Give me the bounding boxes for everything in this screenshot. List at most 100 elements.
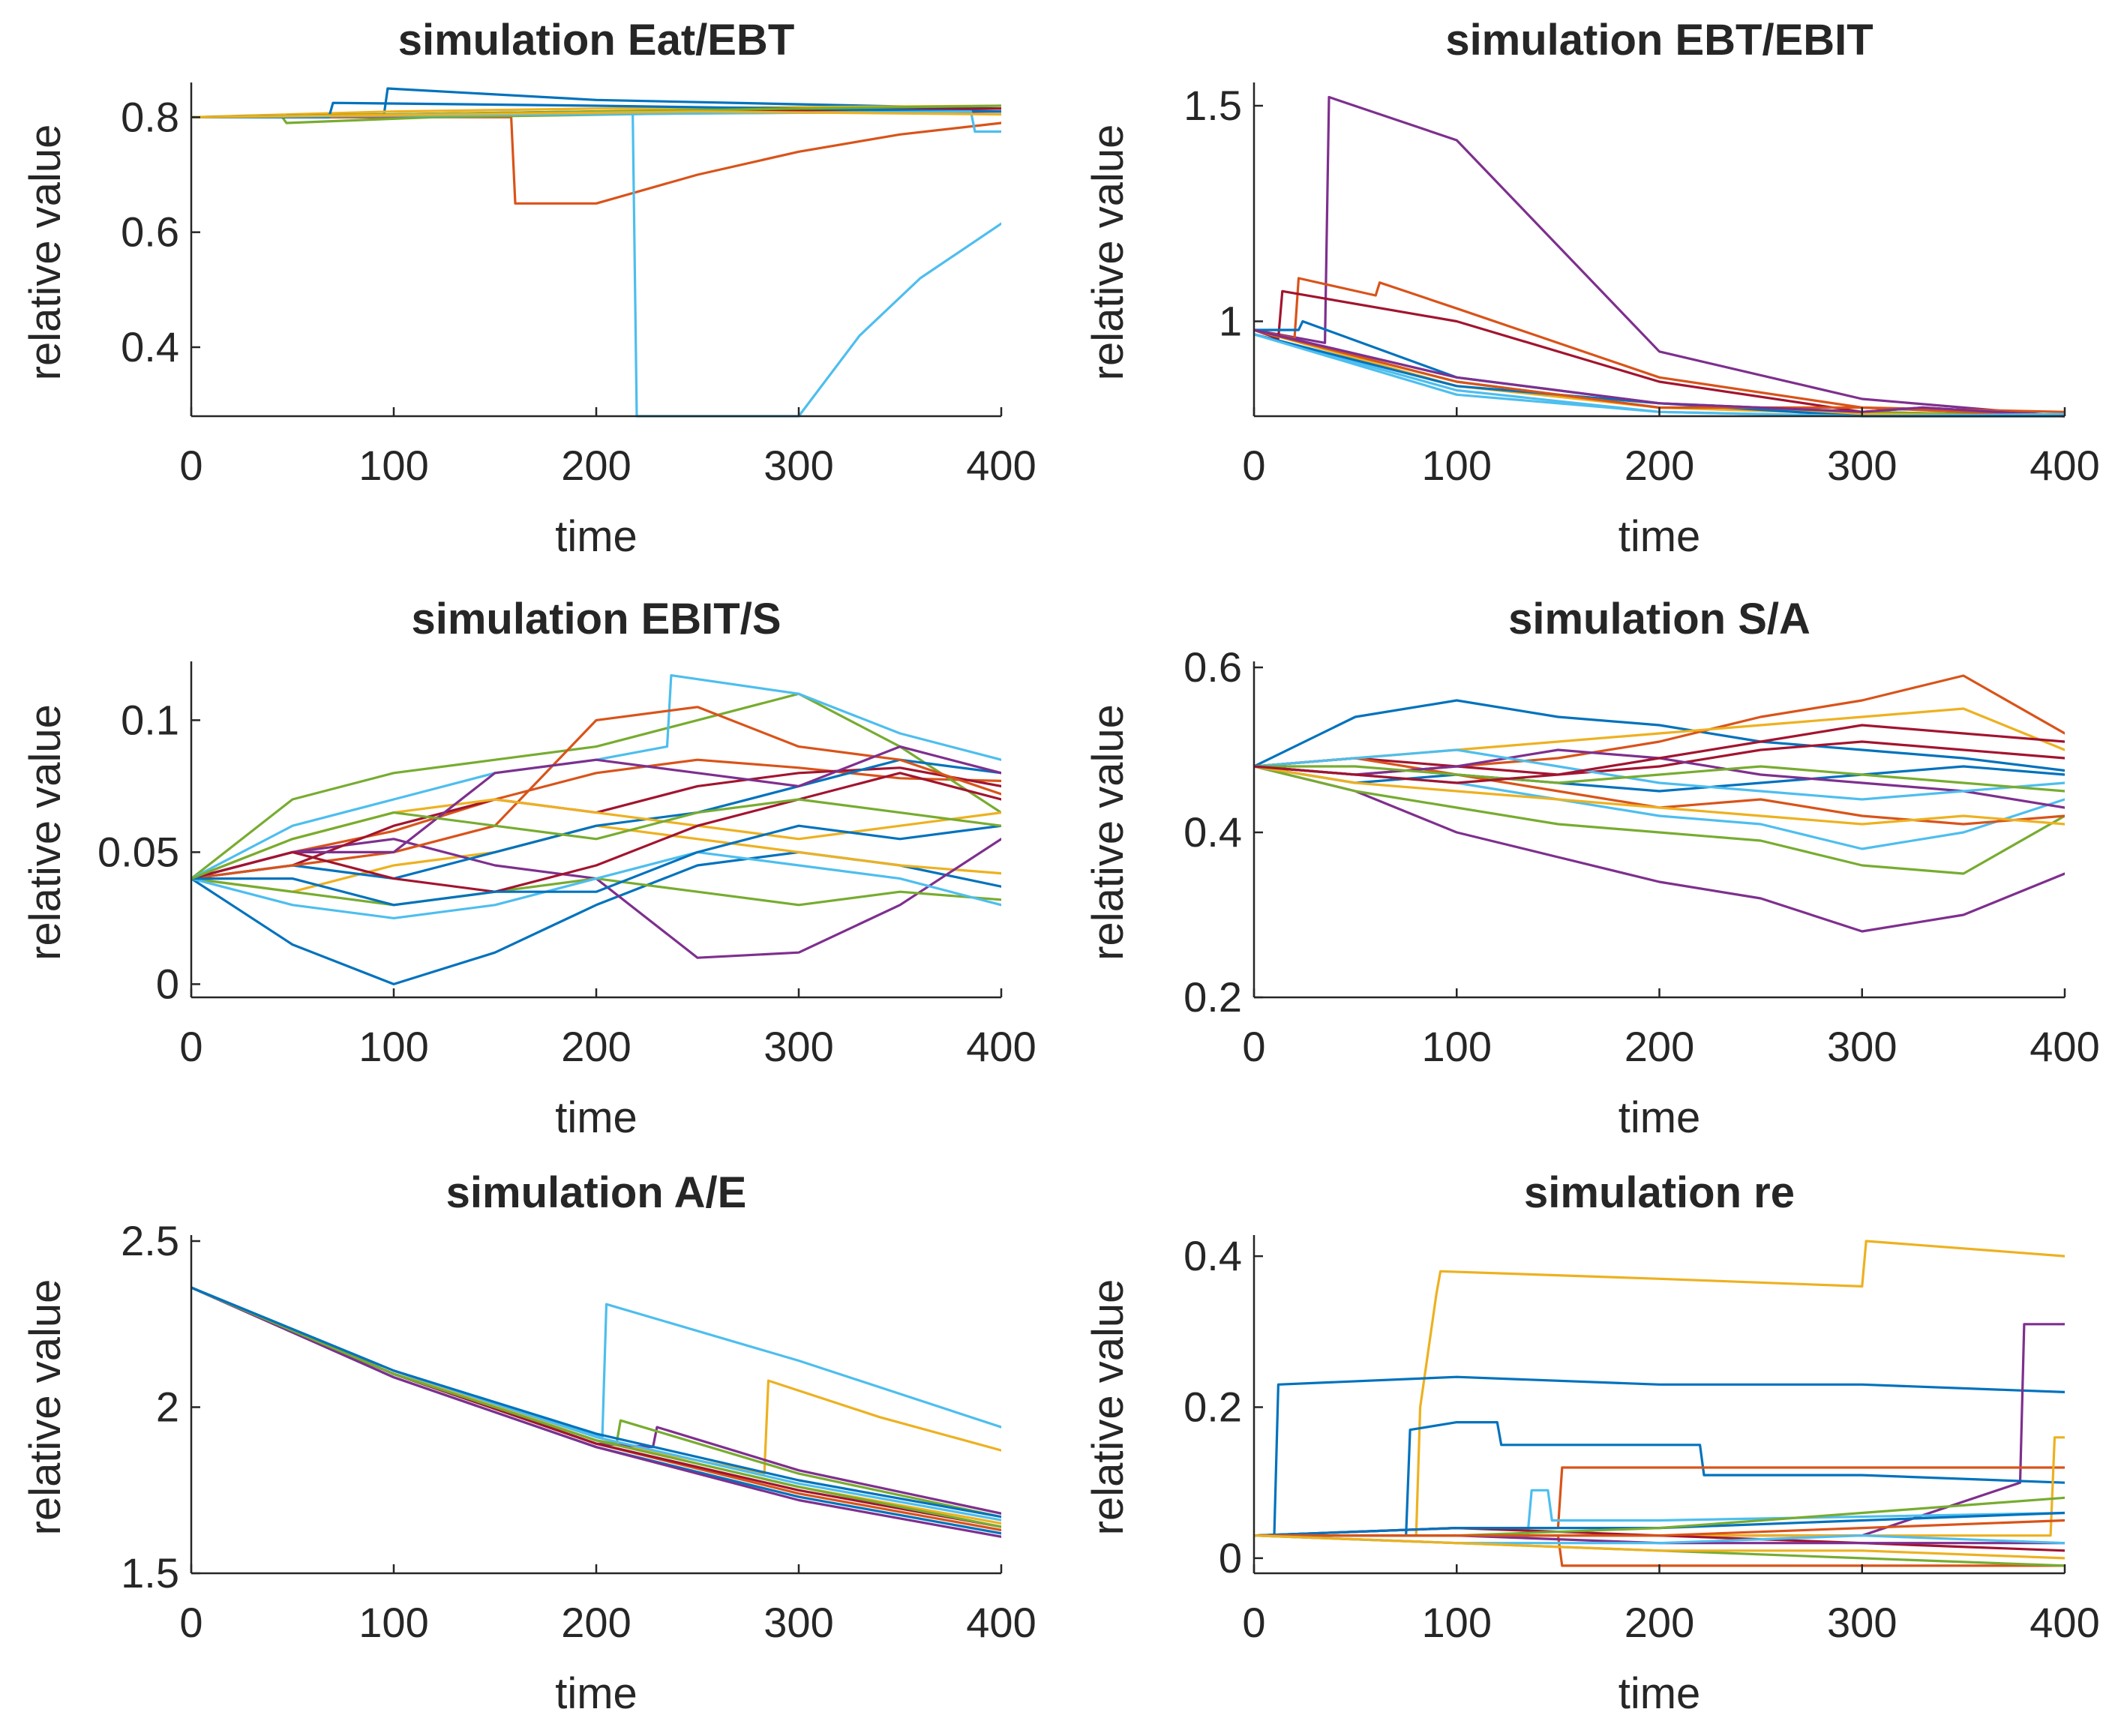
series-group <box>191 673 1001 986</box>
x-tick-label: 400 <box>966 442 1036 489</box>
series-line-1 <box>1254 95 2065 418</box>
series-line-6 <box>191 110 1001 418</box>
y-tick-label: 0.2 <box>1184 973 1242 1021</box>
x-tick-label: 100 <box>1422 1023 1492 1070</box>
series-line-3 <box>191 1286 1001 1515</box>
x-tick-label: 300 <box>764 1599 833 1646</box>
chart-ebit-s: 0 100 200 300 400 0 0.05 0.1 simulation EBIT/S ti… <box>21 595 1036 1142</box>
series-line-7 <box>1254 740 2065 776</box>
series-line-2 <box>1254 277 2065 413</box>
series-line-12 <box>191 1286 1001 1519</box>
series-group <box>1254 1240 2065 1567</box>
x-axis-label: time <box>555 1093 638 1142</box>
series-line-16 <box>191 798 1001 880</box>
x-tick-label: 200 <box>1624 442 1694 489</box>
y-axis-label: relative value <box>21 124 70 381</box>
y-tick-label: 0 <box>1219 1534 1242 1582</box>
x-tick-label: 200 <box>561 442 631 489</box>
series-line-1 <box>1254 1240 2065 1537</box>
series-line-4 <box>1254 765 2065 875</box>
y-axis-label: relative value <box>21 704 70 961</box>
series-group <box>191 1286 1001 1538</box>
series-line-11 <box>191 1286 1001 1528</box>
series-line-13 <box>1254 765 2065 793</box>
y-tick-label: 0.4 <box>121 323 179 370</box>
series-line-10 <box>191 1286 1001 1522</box>
x-tick-label: 100 <box>358 442 428 489</box>
series-line-3 <box>191 104 1001 118</box>
series-line-5 <box>191 692 1001 880</box>
y-tick-label: 2.5 <box>121 1217 179 1264</box>
x-tick-label: 300 <box>764 1023 833 1070</box>
series-line-3 <box>1254 289 2065 418</box>
x-tick-label: 200 <box>1624 1023 1694 1070</box>
x-tick-label: 100 <box>1422 442 1492 489</box>
x-tick-label: 0 <box>179 1023 202 1070</box>
series-line-14 <box>1254 1519 2065 1537</box>
chart-title: simulation A/E <box>446 1168 747 1217</box>
series-line-4 <box>1254 1420 2065 1537</box>
series-line-9 <box>191 110 1001 133</box>
y-tick-label: 0.2 <box>1184 1384 1242 1431</box>
x-tick-label: 200 <box>561 1599 631 1646</box>
x-tick-label: 0 <box>1242 1599 1265 1646</box>
series-line-6 <box>191 673 1001 880</box>
x-tick-label: 300 <box>1827 1599 1897 1646</box>
y-tick-label: 0.4 <box>1184 808 1242 856</box>
chart-title: simulation EBT/EBIT <box>1445 16 1873 64</box>
y-tick-label: 0 <box>156 960 179 1007</box>
series-line-3 <box>1254 1323 2065 1537</box>
series-line-2 <box>191 1286 1001 1475</box>
x-tick-label: 0 <box>179 1599 202 1646</box>
series-group <box>1254 95 2065 418</box>
chart-title: simulation EBIT/S <box>411 595 781 643</box>
chart-title: simulation re <box>1524 1168 1795 1217</box>
y-tick-label: 0.8 <box>121 93 179 140</box>
series-line-11 <box>1254 765 2065 826</box>
series-line-2 <box>1254 1375 2065 1537</box>
series-line-13 <box>191 850 1001 920</box>
series-line-11 <box>191 110 1001 118</box>
y-axis-label: relative value <box>1084 1279 1132 1536</box>
chart-a-e: 0 100 200 300 400 1.5 2 2.5 simulation A/E time re… <box>21 1168 1036 1718</box>
series-line-1 <box>1254 765 2065 933</box>
series-line-1 <box>191 1286 1001 1439</box>
series-line-8 <box>191 1286 1001 1538</box>
series-line-8 <box>191 758 1001 880</box>
y-tick-label: 0.4 <box>1184 1232 1242 1279</box>
y-tick-label: 1 <box>1219 298 1242 345</box>
x-tick-label: 400 <box>966 1023 1036 1070</box>
y-tick-label: 0.6 <box>121 208 179 256</box>
series-line-4 <box>191 1286 1001 1519</box>
x-tick-label: 300 <box>1827 442 1897 489</box>
series-line-1 <box>191 850 1001 986</box>
y-tick-label: 1.5 <box>121 1549 179 1597</box>
chart-re: 0 100 200 300 400 0 0.2 0.4 simulation re time rel… <box>1084 1168 2100 1718</box>
y-tick-label: 1.5 <box>1184 82 1242 129</box>
series-line-11 <box>191 745 1001 880</box>
x-tick-label: 100 <box>358 1023 428 1070</box>
series-line-12 <box>1254 748 2065 801</box>
series-group <box>1254 674 2065 933</box>
series-line-5 <box>191 1286 1001 1535</box>
x-axis-label: time <box>1618 1093 1701 1142</box>
series-line-15 <box>191 824 1001 907</box>
x-tick-label: 0 <box>1242 1023 1265 1070</box>
x-tick-label: 100 <box>358 1599 428 1646</box>
y-axis-label: relative value <box>1084 124 1132 381</box>
series-line-10 <box>1254 328 2065 418</box>
chart-title: simulation Eat/EBT <box>398 16 795 64</box>
y-axis-label: relative value <box>1084 704 1132 961</box>
x-tick-label: 200 <box>1624 1599 1694 1646</box>
y-axis-label: relative value <box>21 1279 70 1536</box>
series-line-2 <box>1254 699 2065 772</box>
x-axis-label: time <box>555 1669 638 1718</box>
chart-ebt-ebit: 0 100 200 300 400 1 1.5 simulation EBT/EBIT time… <box>1084 16 2100 561</box>
y-tick-label: 0.6 <box>1184 643 1242 691</box>
series-line-8 <box>1254 765 2065 793</box>
x-tick-label: 400 <box>2030 1023 2099 1070</box>
x-tick-label: 0 <box>1242 442 1265 489</box>
series-line-2 <box>191 115 1001 205</box>
x-tick-label: 400 <box>2030 442 2099 489</box>
